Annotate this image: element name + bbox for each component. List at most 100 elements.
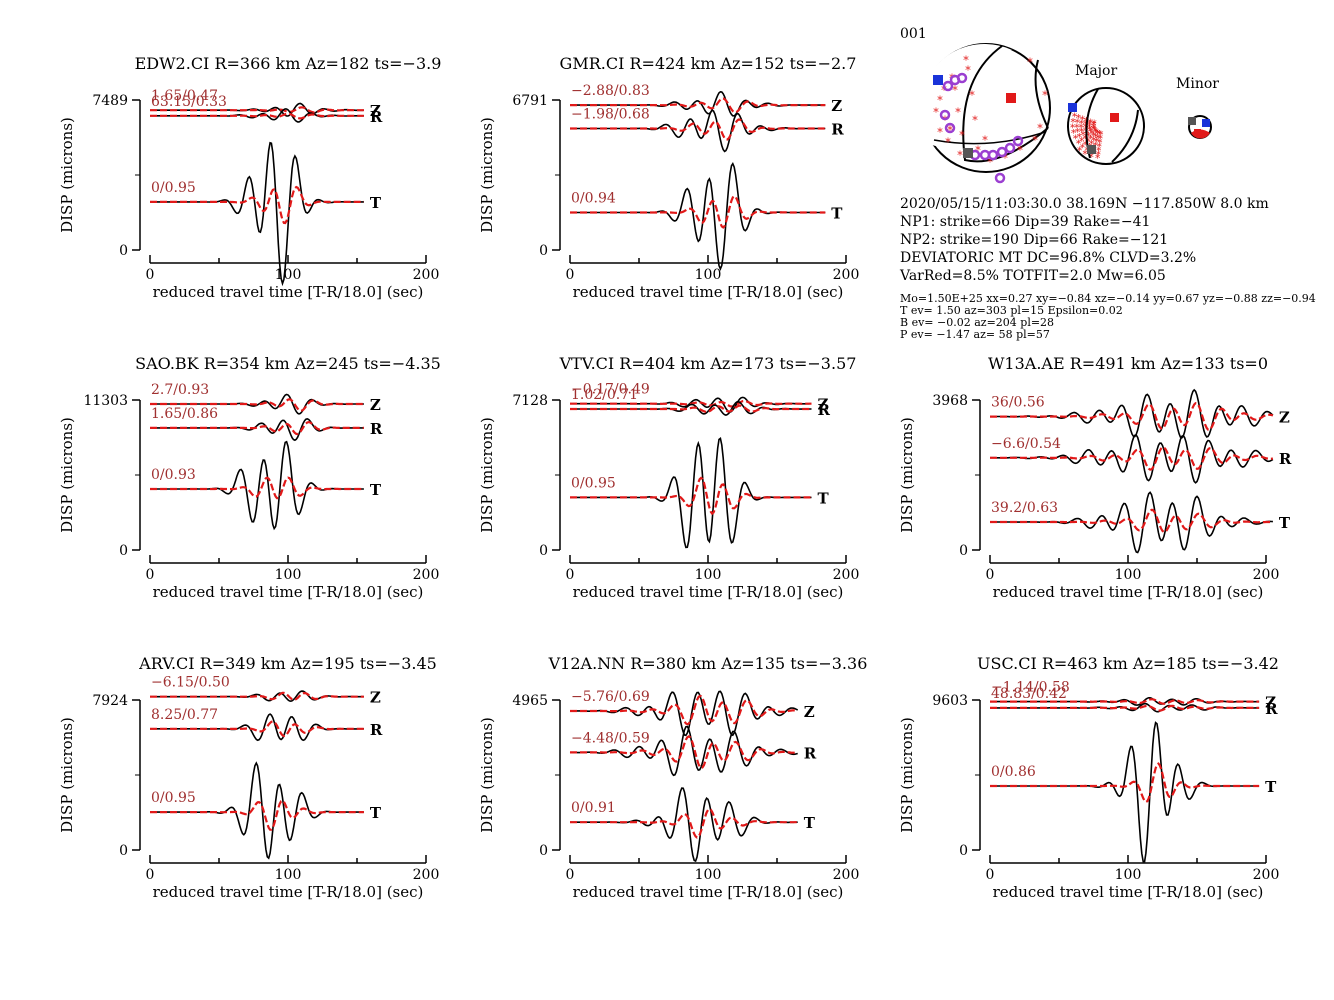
y-tick-label: 11303 xyxy=(83,393,128,409)
major-tension-sample: * xyxy=(1093,132,1098,143)
event-summary: 001 ***************** ******** Major ****… xyxy=(899,26,1316,341)
beachball-region xyxy=(920,43,1012,150)
tension-sample: * xyxy=(1027,56,1033,69)
x-tick-label: 0 xyxy=(146,267,155,283)
observed-trace-R xyxy=(569,725,798,777)
observed-trace-Z xyxy=(990,388,1274,439)
major-tension-sample: * xyxy=(1095,133,1100,144)
major-tension-sample: * xyxy=(1091,121,1096,132)
tension-sample: * xyxy=(963,54,969,67)
synthetic-trace-Z xyxy=(150,398,364,412)
tension-sample: * xyxy=(933,106,939,119)
component-label: Z xyxy=(1279,409,1290,427)
major-label: Major xyxy=(1075,63,1117,79)
major-tension-sample: * xyxy=(1075,118,1080,129)
major-tension-sample: * xyxy=(1077,146,1082,157)
x-axis-label: reduced travel time [T-R/18.0] (sec) xyxy=(153,583,424,601)
major-tension-sample: * xyxy=(1091,122,1096,133)
synthetic-trace-Z xyxy=(990,698,1260,705)
nodal-plane-2-text: NP2: strike=190 Dip=66 Rake=−121 xyxy=(900,232,1168,248)
panel-0: EDW2.CI R=366 km Az=182 ts=−3.9 0 7489 DISP… xyxy=(58,54,441,301)
panel-title: ARV.CI R=349 km Az=195 ts=−3.45 xyxy=(138,654,437,673)
tension-sample: * xyxy=(1017,144,1023,157)
x-axis-label: reduced travel time [T-R/18.0] (sec) xyxy=(153,283,424,301)
panel-1: GMR.CI R=424 km Az=152 ts=−2.7 0 6791 DISP … xyxy=(478,54,859,301)
tension-sample: * xyxy=(955,106,961,119)
major-tension-sample: * xyxy=(1093,127,1098,138)
event-id: 001 xyxy=(900,26,927,42)
major-tension-sample: * xyxy=(1094,128,1099,139)
major-tension-sample: * xyxy=(1091,136,1096,147)
major-tension-sample: * xyxy=(1088,134,1093,145)
major-tension-sample: * xyxy=(1092,125,1097,136)
y-tick-label: 7128 xyxy=(512,393,548,409)
y-tick-label: 6791 xyxy=(512,93,548,109)
y-axis-label: DISP (microns) xyxy=(58,417,76,533)
panel-7: USC.CI R=463 km Az=185 ts=−3.42 0 9603 DISP… xyxy=(898,654,1279,901)
x-tick-label: 100 xyxy=(275,867,302,883)
tension-sample: * xyxy=(987,156,993,169)
fit-label: 1.02/0.71 xyxy=(571,387,638,403)
synthetic-trace-T xyxy=(990,762,1260,804)
component-label: Z xyxy=(804,703,815,721)
tension-sample: * xyxy=(952,84,958,97)
major-t-marker xyxy=(1110,113,1119,122)
major-tension-sample: * xyxy=(1088,118,1093,129)
fit-label: −1.98/0.68 xyxy=(571,107,650,123)
major-tension-sample: * xyxy=(1070,123,1075,134)
minor-p-marker xyxy=(1202,119,1210,127)
fit-label: 2.7/0.93 xyxy=(151,382,209,398)
major-tension-sample: * xyxy=(1079,127,1084,138)
major-tension-sample: * xyxy=(1089,152,1094,163)
synthetic-trace-T xyxy=(570,476,812,516)
x-tick-label: 0 xyxy=(566,867,575,883)
fit-label: 63.15/0.33 xyxy=(151,94,227,110)
component-label: R xyxy=(1265,700,1278,718)
moment-text: Mo=1.50E+25 xx=0.27 xy=−0.84 xz=−0.14 yy… xyxy=(900,292,1316,305)
tension-sample: * xyxy=(959,129,965,142)
panel-5: ARV.CI R=349 km Az=195 ts=−3.45 0 7924 DISP… xyxy=(58,654,439,901)
major-tension-sample: * xyxy=(1094,137,1099,148)
y-tick-label: 0 xyxy=(119,843,128,859)
t-axis-marker xyxy=(1006,93,1016,103)
major-null-marker xyxy=(1087,145,1096,154)
y-tick-label: 0 xyxy=(959,843,968,859)
x-tick-label: 100 xyxy=(275,267,302,283)
major-tension-sample: * xyxy=(1083,150,1088,161)
synthetic-trace-R xyxy=(990,704,1260,712)
station-marker xyxy=(1012,135,1024,147)
x-tick-label: 200 xyxy=(833,867,860,883)
fit-label: −1.14/0.58 xyxy=(991,680,1070,696)
major-tension-sample: * xyxy=(1075,128,1080,139)
tension-sample: * xyxy=(972,114,978,127)
y-tick-label: 9603 xyxy=(932,693,968,709)
fit-label: 48.83/0.42 xyxy=(991,686,1067,702)
major-tension-sample: * xyxy=(1091,124,1096,135)
major-tension-sample: * xyxy=(1076,139,1081,150)
panel-title: V12A.NN R=380 km Az=135 ts=−3.36 xyxy=(548,654,868,673)
x-tick-label: 200 xyxy=(413,567,440,583)
component-label: Z xyxy=(818,396,829,414)
major-tension-sample: * xyxy=(1071,129,1076,140)
major-tension-sample: * xyxy=(1073,134,1078,145)
major-tension-sample: * xyxy=(1086,132,1091,143)
x-axis-label: reduced travel time [T-R/18.0] (sec) xyxy=(993,883,1264,901)
component-label: R xyxy=(831,121,844,139)
fit-label: 0/0.95 xyxy=(151,790,196,806)
major-tension-sample: * xyxy=(1074,123,1079,134)
fit-label: −0.17/0.49 xyxy=(571,382,650,398)
panel-title: SAO.BK R=354 km Az=245 ts=−4.35 xyxy=(135,354,441,373)
fit-label: −5.76/0.69 xyxy=(571,689,650,705)
panel-title: EDW2.CI R=366 km Az=182 ts=−3.9 xyxy=(135,54,442,73)
major-tension-sample: * xyxy=(1083,134,1088,145)
major-tension-sample: * xyxy=(1088,127,1093,138)
component-label: Z xyxy=(831,97,842,115)
station-marker xyxy=(944,122,956,134)
major-p-marker xyxy=(1068,103,1077,112)
major-tension-sample: * xyxy=(1095,129,1100,140)
tension-sample: * xyxy=(965,64,971,77)
fit-label: −6.15/0.50 xyxy=(151,675,230,691)
major-tension-sample: * xyxy=(1076,114,1081,125)
major-tension-sample: * xyxy=(1083,123,1088,134)
